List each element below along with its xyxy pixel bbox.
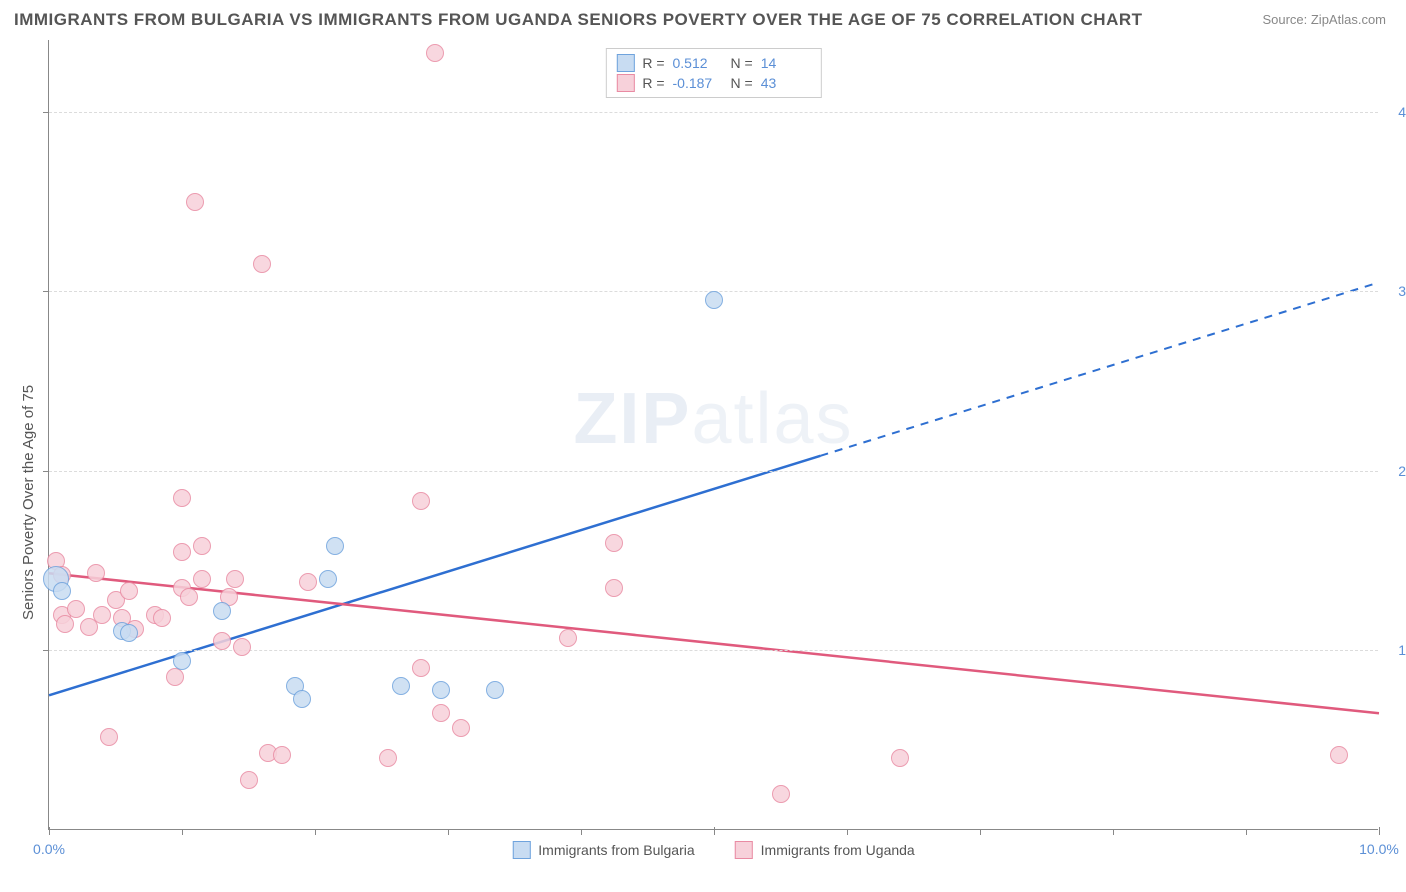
data-point [299,573,317,591]
trend-lines-layer [49,40,1378,829]
data-point [166,668,184,686]
legend-item: Immigrants from Uganda [735,841,915,859]
data-point [67,600,85,618]
data-point [153,609,171,627]
data-point [326,537,344,555]
x-tick [1379,827,1380,835]
source-attribution: Source: ZipAtlas.com [1262,12,1386,27]
data-point [186,193,204,211]
data-point [293,690,311,708]
data-point [120,624,138,642]
data-point [100,728,118,746]
x-minor-tick [182,829,183,835]
x-minor-tick [315,829,316,835]
data-point [605,534,623,552]
n-label: N = [731,75,753,91]
n-label: N = [731,55,753,71]
gridline [49,471,1378,472]
legend-series-name: Immigrants from Uganda [761,842,915,858]
x-tick [49,827,50,835]
x-tick-label: 10.0% [1359,841,1399,857]
data-point [891,749,909,767]
data-point [1330,746,1348,764]
data-point [559,629,577,647]
chart-title: IMMIGRANTS FROM BULGARIA VS IMMIGRANTS F… [14,10,1143,30]
y-tick-label: 40.0% [1383,104,1406,120]
y-tick-label: 20.0% [1383,463,1406,479]
data-point [213,632,231,650]
data-point [180,588,198,606]
data-point [412,492,430,510]
stats-legend-row: R = -0.187 N = 43 [616,73,810,93]
scatter-plot-area: ZIPatlas R =0.512N =14R =-0.187N =43 Imm… [48,40,1378,830]
x-minor-tick [847,829,848,835]
data-point [273,746,291,764]
legend-swatch [616,54,634,72]
y-tick [43,471,49,472]
data-point [87,564,105,582]
data-point [213,602,231,620]
stats-legend-row: R = 0.512 N = 14 [616,53,810,73]
legend-series-name: Immigrants from Bulgaria [538,842,694,858]
x-minor-tick [581,829,582,835]
series-legend: Immigrants from Bulgaria Immigrants from … [512,841,914,859]
data-point [226,570,244,588]
data-point [173,543,191,561]
data-point [432,681,450,699]
data-point [432,704,450,722]
x-minor-tick [1113,829,1114,835]
n-value: 14 [761,55,811,71]
data-point [426,44,444,62]
x-minor-tick [980,829,981,835]
r-value: 0.512 [673,55,723,71]
data-point [392,677,410,695]
data-point [233,638,251,656]
n-value: 43 [761,75,811,91]
data-point [705,291,723,309]
y-tick [43,291,49,292]
data-point [605,579,623,597]
legend-swatch [735,841,753,859]
data-point [193,570,211,588]
data-point [452,719,470,737]
x-tick [714,827,715,835]
data-point [193,537,211,555]
r-label: R = [642,75,664,91]
trend-line-dashed [820,282,1379,455]
data-point [173,652,191,670]
data-point [253,255,271,273]
legend-swatch [616,74,634,92]
data-point [173,489,191,507]
y-tick [43,112,49,113]
legend-item: Immigrants from Bulgaria [512,841,694,859]
stats-legend: R = 0.512 N = 14 R = -0.187 N = 43 [605,48,821,98]
r-label: R = [642,55,664,71]
y-tick-label: 10.0% [1383,642,1406,658]
data-point [412,659,430,677]
legend-swatch [512,841,530,859]
data-point [53,582,71,600]
gridline [49,112,1378,113]
y-tick-label: 30.0% [1383,283,1406,299]
data-point [486,681,504,699]
y-axis-label: Seniors Poverty Over the Age of 75 [20,385,37,620]
data-point [240,771,258,789]
data-point [772,785,790,803]
data-point [319,570,337,588]
data-point [120,582,138,600]
data-point [93,606,111,624]
x-tick-label: 0.0% [33,841,65,857]
r-value: -0.187 [673,75,723,91]
trend-line-solid [49,456,820,696]
watermark: ZIPatlas [573,378,853,460]
x-minor-tick [1246,829,1247,835]
y-tick [43,650,49,651]
x-minor-tick [448,829,449,835]
data-point [379,749,397,767]
